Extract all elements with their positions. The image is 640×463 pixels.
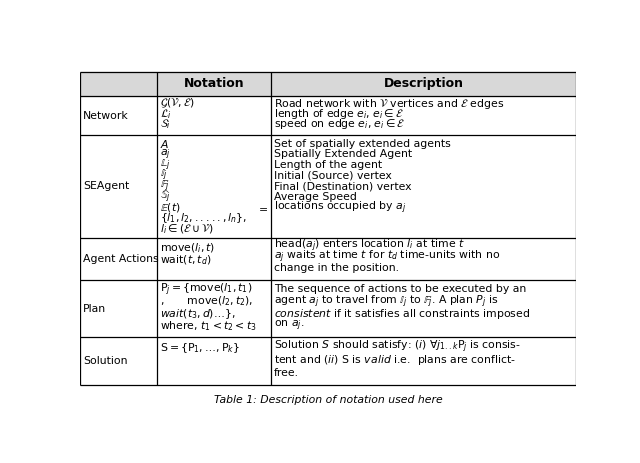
Text: Description: Description <box>383 77 463 90</box>
Text: Notation: Notation <box>184 77 244 90</box>
Text: $A$: $A$ <box>160 138 169 150</box>
Text: move$(l_i, t)$: move$(l_i, t)$ <box>160 241 215 255</box>
Text: $\mathbb{F}_j$: $\mathbb{F}_j$ <box>160 179 169 194</box>
Text: The sequence of actions to be executed by an: The sequence of actions to be executed b… <box>274 284 526 294</box>
Text: Set of spatially extended agents: Set of spatially extended agents <box>274 138 451 149</box>
Text: $\mathbb{L}_j$: $\mathbb{L}_j$ <box>160 157 171 173</box>
Text: Final (Destination) vertex: Final (Destination) vertex <box>274 181 412 192</box>
Text: length of edge $e_i$, $e_i \in \mathcal{E}$: length of edge $e_i$, $e_i \in \mathcal{… <box>274 107 404 121</box>
Text: $\mathbb{E}(t)$: $\mathbb{E}(t)$ <box>160 201 180 214</box>
Text: $\mathbb{I}_j$: $\mathbb{I}_j$ <box>160 168 168 183</box>
Text: $\mathrm{P}_j = \{$move$(l_1, t_1)$: $\mathrm{P}_j = \{$move$(l_1, t_1)$ <box>160 282 252 298</box>
Text: $a_j$: $a_j$ <box>160 147 171 162</box>
Text: tent and $\mathit{(ii)}$ S is $\mathit{valid}$ i.e.  plans are conflict-: tent and $\mathit{(ii)}$ S is $\mathit{v… <box>274 353 516 367</box>
Text: $wait(t_3, d)\ldots\},$: $wait(t_3, d)\ldots\},$ <box>160 307 236 321</box>
Text: $\mathbb{S}_j$: $\mathbb{S}_j$ <box>160 189 171 206</box>
Text: free.: free. <box>274 368 299 378</box>
Text: Initial (Source) vertex: Initial (Source) vertex <box>274 171 392 181</box>
Text: where, $t_1 < t_2 < t_3$: where, $t_1 < t_2 < t_3$ <box>160 319 257 333</box>
Text: $\mathcal{S}_i$: $\mathcal{S}_i$ <box>160 118 171 131</box>
Text: $a_j$ waits at time $t$ for $t_d$ time-units with no: $a_j$ waits at time $t$ for $t_d$ time-u… <box>274 249 500 265</box>
Text: Road network with $\mathcal{V}$ vertices and $\mathcal{E}$ edges: Road network with $\mathcal{V}$ vertices… <box>274 97 504 111</box>
Text: $\{l_1, l_2, ....., l_n\},$: $\{l_1, l_2, ....., l_n\},$ <box>160 212 247 225</box>
Text: $l_i \in (\mathcal{E} \cup \mathcal{V})$: $l_i \in (\mathcal{E} \cup \mathcal{V})$ <box>160 223 214 236</box>
Text: Plan: Plan <box>83 304 106 314</box>
Text: $\mathrm{S} = \{\mathrm{P}_1, \ldots, \mathrm{P}_k\}$: $\mathrm{S} = \{\mathrm{P}_1, \ldots, \m… <box>160 341 240 355</box>
Text: $=$: $=$ <box>256 203 268 213</box>
Text: Agent Actions: Agent Actions <box>83 254 159 264</box>
Text: Length of the agent: Length of the agent <box>274 160 382 170</box>
Text: wait$(t, t_d)$: wait$(t, t_d)$ <box>160 254 211 267</box>
Text: $\mathcal{G}(\mathcal{V}, \mathcal{E})$: $\mathcal{G}(\mathcal{V}, \mathcal{E})$ <box>160 97 194 110</box>
Text: $\mathit{consistent}$ if it satisfies all constraints imposed: $\mathit{consistent}$ if it satisfies al… <box>274 307 530 321</box>
Text: Solution: Solution <box>83 357 127 366</box>
Text: $\mathcal{L}_i$: $\mathcal{L}_i$ <box>160 107 172 121</box>
Text: speed on edge $e_i$, $e_i \in \mathcal{E}$: speed on edge $e_i$, $e_i \in \mathcal{E… <box>274 117 405 131</box>
Text: $, \quad\quad$move$(l_2, t_2),$: $, \quad\quad$move$(l_2, t_2),$ <box>160 295 253 308</box>
Text: Solution $S$ should satisfy: $(i)$ $\forall j_{1..k}\mathrm{P}_j$ is consis-: Solution $S$ should satisfy: $(i)$ $\for… <box>274 338 521 356</box>
Text: Network: Network <box>83 111 129 120</box>
Text: change in the position.: change in the position. <box>274 263 399 273</box>
Text: SEAgent: SEAgent <box>83 181 129 192</box>
Polygon shape <box>80 72 576 96</box>
Text: locations occupied by $a_j$: locations occupied by $a_j$ <box>274 200 406 216</box>
Text: Spatially Extended Agent: Spatially Extended Agent <box>274 150 412 159</box>
Text: agent $a_j$ to travel from $\mathbb{I}_j$ to $\mathbb{F}_j$. A plan $P_j$ is: agent $a_j$ to travel from $\mathbb{I}_j… <box>274 294 499 310</box>
Text: head$(a_j)$ enters location $l_i$ at time $t$: head$(a_j)$ enters location $l_i$ at tim… <box>274 238 465 254</box>
Text: Average Speed: Average Speed <box>274 192 357 202</box>
Text: on $a_j$.: on $a_j$. <box>274 319 304 333</box>
Text: Table 1: Description of notation used here: Table 1: Description of notation used he… <box>214 394 442 405</box>
